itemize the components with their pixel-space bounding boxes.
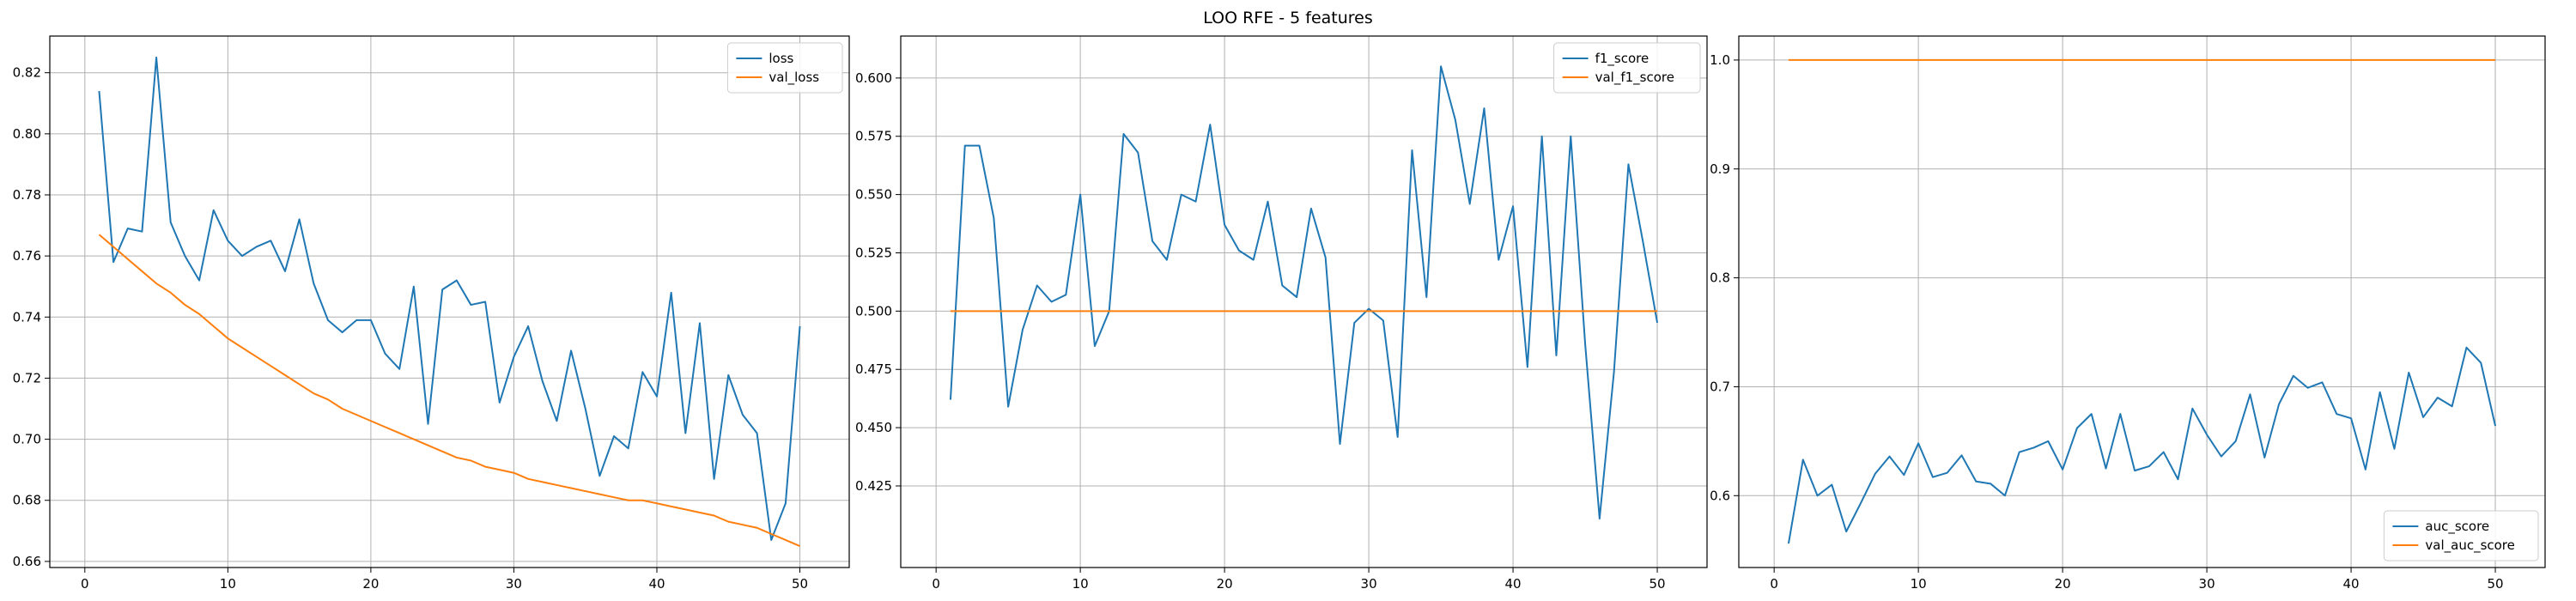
axes-frame bbox=[1738, 35, 2546, 568]
x-tick-label: 0 bbox=[1770, 576, 1778, 592]
legend-label: val_loss bbox=[769, 70, 819, 86]
legend-label: auc_score bbox=[2425, 519, 2489, 535]
y-tick-label: 0.6 bbox=[1710, 488, 1730, 503]
x-tick-label: 10 bbox=[1072, 576, 1089, 592]
y-tick-label: 0.8 bbox=[1710, 270, 1730, 286]
legend-box bbox=[2383, 510, 2539, 562]
x-tick-label: 50 bbox=[1649, 576, 1666, 592]
series-line-loss bbox=[98, 56, 801, 541]
y-tick-label: 0.78 bbox=[13, 187, 41, 203]
legend-label: loss bbox=[769, 51, 793, 66]
figure-title: LOO RFE - 5 features bbox=[1203, 9, 1373, 27]
x-tick-label: 40 bbox=[1505, 576, 1522, 592]
y-tick-label: 1.0 bbox=[1710, 52, 1730, 68]
subplot-2: 0 10 20 30 40 50 0.425 0.450 0.475 0.500 0.525 0.55… bbox=[855, 35, 1708, 592]
y-tick-label: 0.68 bbox=[13, 493, 41, 508]
y-tick-label: 0.600 bbox=[855, 70, 892, 86]
y-tick-label: 0.525 bbox=[855, 245, 892, 260]
y-tick-label: 0.76 bbox=[13, 248, 41, 264]
x-tick-label: 0 bbox=[81, 576, 89, 592]
x-tick-label: 40 bbox=[2343, 576, 2360, 592]
y-tick-label: 0.500 bbox=[855, 303, 892, 319]
y-tick-label: 0.7 bbox=[1710, 379, 1730, 394]
y-tick-label: 0.74 bbox=[13, 309, 41, 325]
y-tick-label: 0.450 bbox=[855, 420, 892, 435]
y-tick-label: 0.475 bbox=[855, 361, 892, 377]
x-tick-label: 40 bbox=[648, 576, 665, 592]
axes-frame bbox=[49, 35, 850, 568]
y-tick-label: 0.70 bbox=[13, 432, 41, 447]
y-tick-label: 0.550 bbox=[855, 187, 892, 203]
legend-label: f1_score bbox=[1595, 51, 1649, 67]
axes-frame bbox=[900, 35, 1708, 568]
x-tick-label: 0 bbox=[932, 576, 940, 592]
legend: f1_score val_f1_score bbox=[1553, 42, 1701, 94]
x-tick-label: 50 bbox=[2488, 576, 2504, 592]
series-line-auc-score bbox=[1787, 346, 2497, 544]
x-tick-label: 20 bbox=[1217, 576, 1233, 592]
subplot-1: 0 10 20 30 40 50 0.66 0.68 0.70 0.72 0.74 0.76 0.78 0… bbox=[13, 35, 850, 592]
legend: loss val_loss bbox=[726, 42, 843, 94]
y-tick-label: 0.575 bbox=[855, 129, 892, 144]
x-tick-label: 10 bbox=[220, 576, 236, 592]
y-tick-label: 0.72 bbox=[13, 370, 41, 385]
y-tick-label: 0.425 bbox=[855, 478, 892, 494]
x-tick-label: 10 bbox=[1911, 576, 1927, 592]
x-tick-label: 20 bbox=[362, 576, 379, 592]
subplot-3: 0 10 20 30 40 50 0.6 0.7 0.8 0.9 1.0 auc_score val_a… bbox=[1710, 35, 2546, 592]
x-tick-label: 50 bbox=[792, 576, 808, 592]
x-tick-label: 30 bbox=[506, 576, 522, 592]
y-tick-label: 0.80 bbox=[13, 126, 41, 142]
y-tick-label: 0.82 bbox=[13, 65, 41, 81]
legend-box bbox=[1553, 42, 1701, 94]
series-line-val-loss bbox=[98, 234, 800, 548]
x-tick-label: 20 bbox=[2055, 576, 2071, 592]
legend-label: val_f1_score bbox=[1595, 70, 1674, 86]
y-tick-label: 0.9 bbox=[1710, 161, 1730, 177]
legend-label: val_auc_score bbox=[2425, 537, 2515, 554]
series-line-f1-score bbox=[949, 65, 1659, 519]
legend-box bbox=[726, 42, 843, 94]
y-tick-label: 0.66 bbox=[13, 554, 41, 569]
x-tick-label: 30 bbox=[1361, 576, 1377, 592]
legend: auc_score val_auc_score bbox=[2383, 510, 2539, 562]
x-tick-label: 30 bbox=[2199, 576, 2215, 592]
